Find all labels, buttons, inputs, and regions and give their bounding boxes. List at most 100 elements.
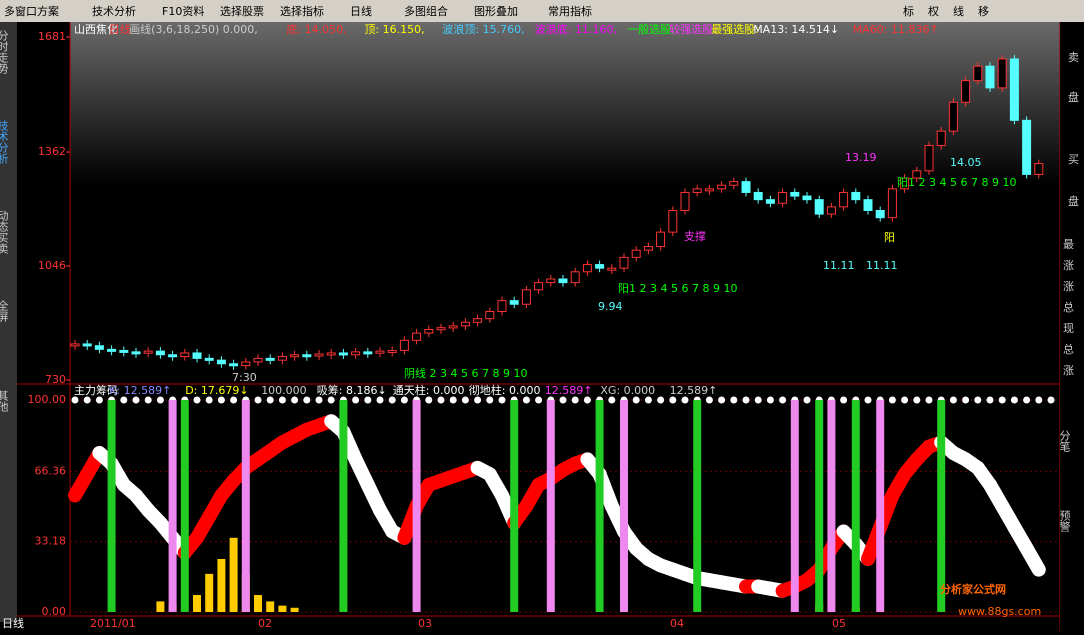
dot [949, 396, 957, 404]
side-tab[interactable]: 其他 [0, 390, 9, 412]
watermark: www.88gs.com [958, 605, 1041, 618]
green-signal [595, 400, 604, 612]
candle [717, 184, 727, 190]
indicator-label: K: 12.589↑ [109, 384, 171, 397]
right-label: 盘 [1068, 194, 1079, 208]
toolbar-button[interactable]: 线 [953, 4, 964, 18]
toolbar-button[interactable]: 多图组合 [404, 4, 448, 18]
dot [327, 396, 335, 404]
y-tick-label: 0.00 [42, 605, 67, 618]
dot [803, 396, 811, 404]
dot [83, 396, 91, 404]
dot [254, 396, 262, 404]
indicator-label: 彻地柱: 0.000 [469, 383, 541, 397]
candle [180, 352, 190, 358]
toolbar-button[interactable]: 选择股票 [220, 4, 264, 18]
toolbar-button[interactable]: 标 [903, 4, 914, 18]
candle [631, 249, 641, 258]
info-text: 一般选股: [627, 23, 675, 36]
dot [278, 396, 286, 404]
date-label: 日线 [2, 616, 24, 630]
date-label: 2011/01 [90, 617, 136, 630]
info-text: 画线(3,6,18,250) 0.000, [129, 22, 258, 36]
toolbar-button[interactable]: 常用指标 [548, 4, 592, 18]
candle [704, 188, 714, 192]
side-tab[interactable]: 技术分析 [0, 120, 9, 165]
toolbar-button[interactable]: 技术分析 [92, 4, 136, 18]
candle [778, 191, 788, 204]
candle [412, 332, 422, 341]
dot [718, 396, 726, 404]
candle [680, 191, 690, 211]
candle [973, 65, 983, 82]
dot [901, 396, 909, 404]
toolbar-button[interactable]: 日线 [350, 4, 372, 18]
dot [266, 396, 274, 404]
green-signal [107, 400, 116, 612]
candle [229, 363, 239, 367]
dot [437, 396, 445, 404]
candle [119, 349, 129, 353]
green-signal [693, 400, 702, 612]
indicator-label: 12.589↑ [670, 384, 718, 397]
side-tab[interactable]: 动态买卖 [0, 210, 9, 255]
dot [681, 396, 689, 404]
side-tab[interactable]: 分时走势 [0, 30, 9, 74]
y-tick-label: 730 [45, 373, 66, 386]
candle [753, 191, 763, 201]
info-text: 山西焦化 [74, 22, 118, 36]
candle [534, 282, 544, 291]
candle [363, 351, 373, 355]
side-tab[interactable]: 全屏 [0, 299, 9, 323]
info-text: 日线 [109, 22, 131, 36]
left-tabs [0, 22, 17, 622]
candle [619, 256, 629, 269]
dot [364, 396, 372, 404]
candle [241, 361, 251, 367]
dot [71, 396, 79, 404]
candle [863, 199, 873, 211]
toolbar-button[interactable]: F10资料 [162, 4, 204, 18]
candle [107, 348, 117, 352]
candle [656, 231, 666, 248]
dot [1010, 396, 1018, 404]
dot [315, 396, 323, 404]
toolbar-button[interactable]: 移 [978, 5, 989, 18]
pink-signal [412, 400, 421, 612]
dot [705, 396, 713, 404]
toolbar-button[interactable]: 权 [928, 5, 939, 18]
dot [559, 396, 567, 404]
candle [387, 349, 397, 353]
toolbar-button[interactable]: 选择指标 [280, 4, 324, 18]
candle [595, 264, 605, 269]
candle [997, 58, 1007, 89]
candle [875, 209, 885, 219]
candle [509, 300, 519, 305]
candle [351, 351, 361, 356]
y-tick-label: 1362 [38, 145, 66, 158]
dot [925, 396, 933, 404]
right-tab[interactable]: 分笔 [1058, 430, 1071, 452]
pink-signal [827, 400, 836, 612]
yellow-bar [193, 595, 201, 612]
dot [486, 396, 494, 404]
right-label: 买 [1068, 153, 1079, 166]
candle [961, 80, 971, 103]
dot [144, 396, 152, 404]
green-signal [180, 400, 189, 612]
toolbar-button[interactable]: 多窗口方案 [4, 4, 59, 18]
right-tab[interactable]: 预警 [1058, 510, 1071, 532]
annotation: 14.05 [950, 156, 982, 169]
candle [851, 191, 861, 201]
right-stat: 现 [1063, 322, 1074, 335]
candle [460, 321, 470, 327]
toolbar-button[interactable]: 图形叠加 [474, 5, 518, 18]
indicator-label: D: 17.679↓ [185, 384, 248, 397]
candle [546, 278, 556, 284]
ribbon-segment [1019, 541, 1046, 577]
candle [985, 65, 995, 89]
candle [497, 300, 507, 312]
right-stat: 涨 [1063, 259, 1074, 272]
info-text: 波浪底: 11.160, [535, 22, 617, 36]
